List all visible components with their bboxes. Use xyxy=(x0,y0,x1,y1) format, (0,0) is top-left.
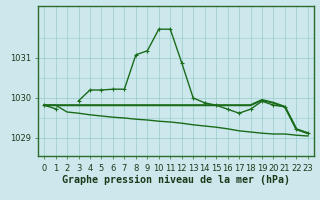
X-axis label: Graphe pression niveau de la mer (hPa): Graphe pression niveau de la mer (hPa) xyxy=(62,175,290,185)
